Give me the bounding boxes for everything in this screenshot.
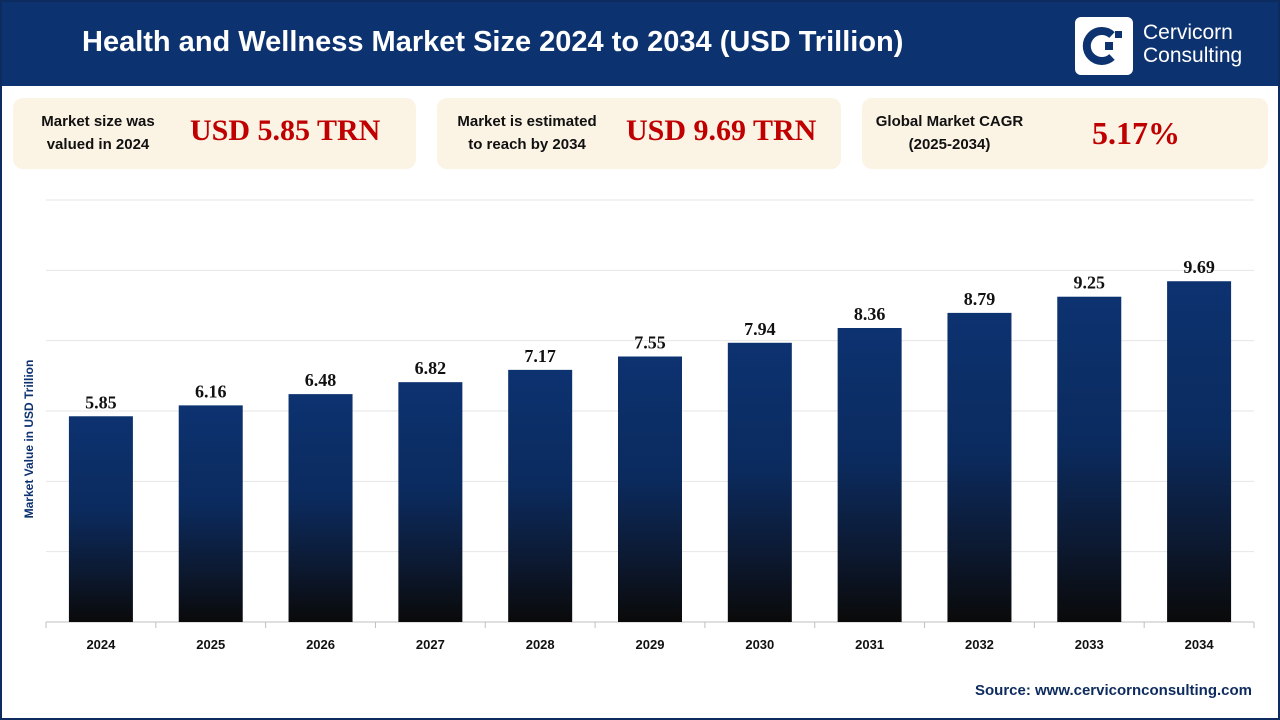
- data-label-2034: 9.69: [1183, 257, 1215, 277]
- bar-2030: [727, 342, 792, 622]
- stat-card-label-line2: to reach by 2034: [468, 136, 586, 153]
- bar-2027: [398, 382, 463, 622]
- stat-card-label-line1: Market is estimated: [457, 113, 597, 130]
- stat-card-2034: Market is estimated to reach by 2034 USD…: [437, 98, 841, 169]
- stat-card-2024: Market size was valued in 2024 USD 5.85 …: [13, 98, 416, 169]
- source-note: Source: www.cervicornconsulting.com: [974, 682, 1252, 699]
- stat-card-label: Market size was valued in 2024: [13, 110, 183, 156]
- bar-2026: [288, 394, 353, 622]
- x-tick-label-2028: 2028: [526, 637, 555, 652]
- header-bar: Health and Wellness Market Size 2024 to …: [2, 2, 1278, 86]
- data-label-2031: 8.36: [854, 304, 886, 324]
- bars: [68, 281, 1232, 622]
- x-tick-label-2027: 2027: [416, 637, 445, 652]
- x-tick-labels: 2024 2025 2026 2027 2028 2029 2030 2031 2032 2033…: [86, 637, 1214, 652]
- brand-logo: [1075, 17, 1133, 75]
- data-label-2027: 6.82: [415, 358, 447, 378]
- x-tick-label-2034: 2034: [1185, 637, 1215, 652]
- stat-card-value: USD 5.85 TRN: [190, 114, 381, 147]
- bar-2033: [1057, 296, 1122, 622]
- data-label-2025: 6.16: [195, 381, 227, 401]
- stat-card-label-line2: valued in 2024: [46, 136, 150, 153]
- page-title: Health and Wellness Market Size 2024 to …: [82, 26, 904, 58]
- data-label-2026: 6.48: [305, 370, 337, 390]
- bar-2025: [178, 405, 243, 622]
- stat-card-value: 5.17%: [1092, 115, 1180, 151]
- x-tick-label-2024: 2024: [86, 637, 116, 652]
- bar-2032: [947, 312, 1012, 622]
- data-label-2030: 7.94: [744, 319, 776, 339]
- brand-name: Cervicorn Consulting: [1143, 21, 1242, 67]
- stat-card-cagr: Global Market CAGR (2025-2034) 5.17%: [862, 98, 1268, 169]
- stat-card-label: Global Market CAGR (2025-2034): [867, 110, 1032, 156]
- data-label-2032: 8.79: [964, 289, 996, 309]
- bar-2029: [618, 356, 682, 622]
- brand-name-line2: Consulting: [1143, 44, 1243, 67]
- x-tick-label-2033: 2033: [1075, 637, 1104, 652]
- data-label-2033: 9.25: [1074, 273, 1106, 293]
- brand-logo-icon: [1082, 27, 1122, 65]
- x-tick-label-2032: 2032: [965, 637, 994, 652]
- stat-card-label: Market is estimated to reach by 2034: [437, 110, 617, 156]
- x-tick-label-2030: 2030: [745, 637, 774, 652]
- x-tick-label-2026: 2026: [306, 637, 335, 652]
- bar-2034: [1167, 281, 1232, 622]
- data-label-2028: 7.17: [524, 346, 556, 366]
- data-labels: 5.85 6.16 6.48 6.82 7.17 7.55 7.94 8.36 8.79 9.25…: [85, 257, 1215, 412]
- stat-card-value: USD 9.69 TRN: [626, 114, 817, 147]
- stat-card-label-line2: (2025-2034): [908, 136, 991, 153]
- data-label-2024: 5.85: [85, 392, 117, 412]
- brand-name-line1: Cervicorn: [1143, 21, 1233, 44]
- x-tick-label-2031: 2031: [855, 637, 884, 652]
- bar-2028: [508, 369, 573, 622]
- data-label-2029: 7.55: [634, 332, 666, 352]
- x-tick-label-2025: 2025: [196, 637, 225, 652]
- bar-2024: [68, 416, 133, 622]
- stat-card-label-line1: Market size was: [41, 113, 155, 130]
- stat-card-label-line1: Global Market CAGR: [875, 113, 1024, 130]
- bar-2031: [837, 328, 902, 622]
- x-tick-label-2029: 2029: [636, 637, 665, 652]
